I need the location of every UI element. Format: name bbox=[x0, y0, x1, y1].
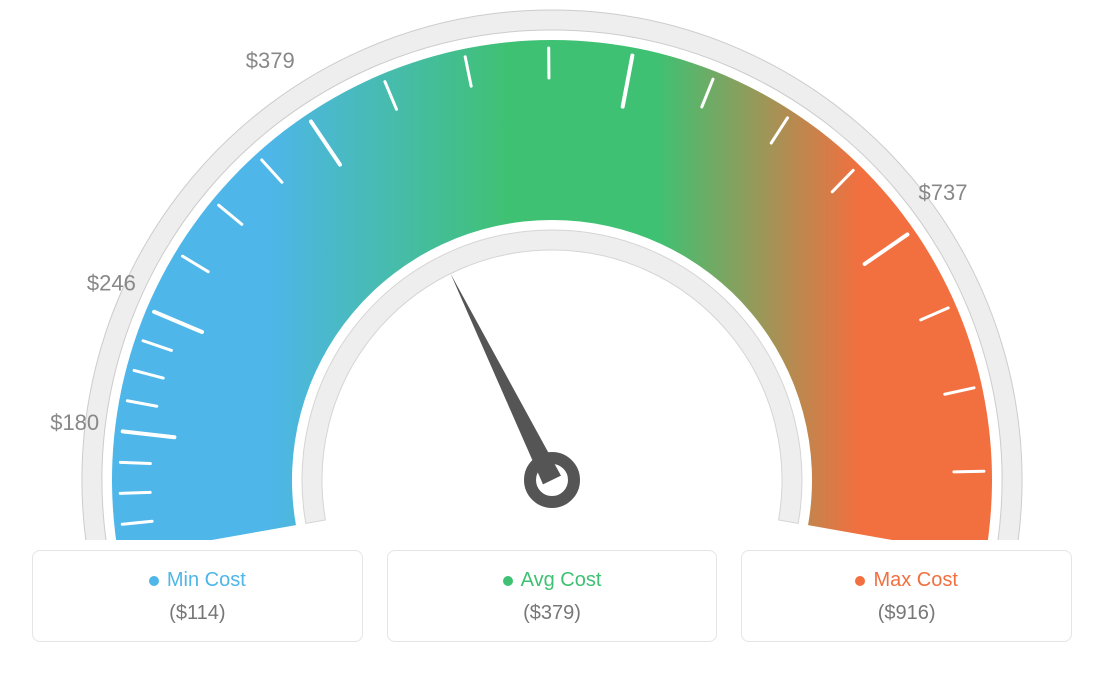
legend-title-min: Min Cost bbox=[149, 569, 246, 592]
cost-gauge-chart: $114$180$246$379$558$737$916 bbox=[0, 0, 1104, 540]
gauge-svg: $114$180$246$379$558$737$916 bbox=[0, 0, 1104, 540]
legend-value-avg: ($379) bbox=[400, 602, 705, 625]
svg-text:$737: $737 bbox=[919, 180, 968, 205]
svg-text:$180: $180 bbox=[50, 410, 99, 435]
legend-label-avg: Avg Cost bbox=[521, 569, 602, 592]
legend-card-max: Max Cost ($916) bbox=[741, 550, 1072, 642]
legend-title-max: Max Cost bbox=[855, 569, 957, 592]
legend-row: Min Cost ($114) Avg Cost ($379) Max Cost… bbox=[0, 550, 1104, 642]
legend-label-min: Min Cost bbox=[167, 569, 246, 592]
legend-card-min: Min Cost ($114) bbox=[32, 550, 363, 642]
legend-value-min: ($114) bbox=[45, 602, 350, 625]
legend-label-max: Max Cost bbox=[873, 569, 957, 592]
svg-text:$246: $246 bbox=[87, 270, 136, 295]
legend-title-avg: Avg Cost bbox=[503, 569, 602, 592]
svg-text:$379: $379 bbox=[246, 48, 295, 73]
legend-value-max: ($916) bbox=[754, 602, 1059, 625]
legend-dot-avg bbox=[503, 576, 513, 586]
legend-dot-min bbox=[149, 576, 159, 586]
legend-card-avg: Avg Cost ($379) bbox=[387, 550, 718, 642]
legend-dot-max bbox=[855, 576, 865, 586]
